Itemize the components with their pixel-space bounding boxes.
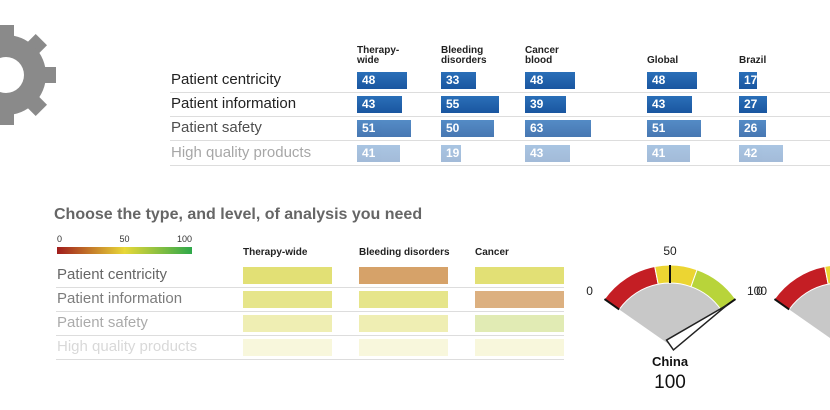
color-scale bbox=[57, 247, 192, 254]
bar-value: 63 bbox=[530, 121, 544, 135]
heat-cell bbox=[243, 315, 332, 332]
column-header: Therapy-wide bbox=[357, 45, 400, 66]
scale-tick-label: 100 bbox=[176, 234, 192, 244]
gauge-needle bbox=[665, 304, 728, 352]
bar-value: 51 bbox=[652, 121, 666, 135]
gauge-tick-label: 0 bbox=[756, 284, 763, 298]
column-header: Bleeding disorders bbox=[441, 45, 487, 66]
heat-cell bbox=[475, 339, 564, 356]
row-label: Patient safety bbox=[57, 314, 148, 331]
gauge-tick-label: 50 bbox=[663, 244, 677, 258]
column-header: Cancer bbox=[475, 247, 509, 258]
bar-value: 42 bbox=[744, 146, 758, 160]
bar-value: 50 bbox=[446, 121, 460, 135]
bar: 48 bbox=[647, 72, 698, 89]
bar-value: 43 bbox=[652, 97, 666, 111]
bar: 39 bbox=[525, 96, 566, 113]
gauge-tick bbox=[603, 298, 620, 311]
heat-cell bbox=[243, 267, 332, 284]
bar-value: 39 bbox=[530, 97, 544, 111]
heat-cell bbox=[475, 267, 564, 284]
column-header: Cancer blood bbox=[525, 45, 559, 66]
bar: 63 bbox=[525, 120, 592, 137]
scale-tick-label: 50 bbox=[119, 234, 130, 244]
row-separator bbox=[56, 311, 564, 312]
row-label: Patient safety bbox=[171, 119, 262, 136]
bar-value: 43 bbox=[530, 146, 544, 160]
bar-value: 19 bbox=[446, 146, 460, 160]
bar: 41 bbox=[647, 145, 691, 162]
row-label: Patient information bbox=[171, 95, 297, 112]
bar-value: 48 bbox=[362, 73, 376, 87]
bar: 48 bbox=[357, 72, 408, 89]
bar: 41 bbox=[357, 145, 401, 162]
heat-cell bbox=[475, 291, 564, 308]
bar: 43 bbox=[357, 96, 403, 113]
heat-cell bbox=[359, 315, 448, 332]
gear-icon bbox=[0, 25, 56, 125]
row-separator bbox=[170, 140, 830, 141]
gauge-face bbox=[619, 283, 721, 345]
row-separator bbox=[170, 165, 830, 166]
column-header: Bleeding disorders bbox=[359, 247, 450, 258]
bar: 19 bbox=[441, 145, 461, 162]
bar-value: 33 bbox=[446, 73, 460, 87]
heat-cell bbox=[475, 315, 564, 332]
bar-value: 48 bbox=[530, 73, 544, 87]
bar-value: 48 bbox=[652, 73, 666, 87]
column-header: Global bbox=[647, 55, 679, 66]
bar-value: 17 bbox=[744, 73, 758, 87]
bar: 43 bbox=[647, 96, 693, 113]
bar: 17 bbox=[739, 72, 757, 89]
row-separator bbox=[170, 92, 830, 93]
gauge-band bbox=[824, 265, 830, 285]
bar-value: 51 bbox=[362, 121, 376, 135]
column-header: Therapy-wide bbox=[243, 247, 308, 258]
bar: 55 bbox=[441, 96, 499, 113]
row-separator bbox=[170, 116, 830, 117]
row-label: High quality products bbox=[171, 144, 312, 161]
row-label: Patient centricity bbox=[171, 71, 282, 88]
bar: 51 bbox=[357, 120, 411, 137]
heat-cell bbox=[243, 339, 332, 356]
gauge-value: 100 bbox=[654, 372, 686, 393]
heat-cell bbox=[243, 291, 332, 308]
row-separator bbox=[56, 287, 564, 288]
row-separator bbox=[56, 335, 564, 336]
heat-cell bbox=[359, 267, 448, 284]
bar-value: 27 bbox=[744, 97, 758, 111]
gauge-name: China bbox=[652, 354, 689, 369]
gauge-band bbox=[654, 264, 698, 288]
bar-value: 55 bbox=[446, 97, 460, 111]
bar: 43 bbox=[525, 145, 571, 162]
gauge-tick bbox=[773, 298, 790, 311]
column-header: Brazil bbox=[739, 55, 767, 66]
heat-cell bbox=[359, 291, 448, 308]
bar-value: 41 bbox=[362, 146, 376, 160]
row-label: Patient centricity bbox=[57, 266, 168, 283]
gauge-tick-label: 0 bbox=[586, 284, 593, 298]
gauge-face bbox=[789, 283, 830, 338]
scale-tick-label: 0 bbox=[57, 234, 63, 244]
bar: 33 bbox=[441, 72, 476, 89]
heat-cell bbox=[359, 339, 448, 356]
row-separator bbox=[56, 359, 564, 360]
gauge-tick-label: 100 bbox=[747, 284, 767, 298]
row-label: Patient information bbox=[57, 290, 183, 307]
bar: 50 bbox=[441, 120, 494, 137]
bar: 51 bbox=[647, 120, 701, 137]
heatmap-title: Choose the type, and level, of analysis … bbox=[54, 206, 423, 223]
bar: 26 bbox=[739, 120, 767, 137]
row-label: High quality products bbox=[57, 338, 198, 355]
bar-value: 43 bbox=[362, 97, 376, 111]
bar-value: 26 bbox=[744, 121, 758, 135]
bar: 27 bbox=[739, 96, 768, 113]
bar: 42 bbox=[739, 145, 784, 162]
bar: 48 bbox=[525, 72, 576, 89]
bar-value: 41 bbox=[652, 146, 666, 160]
